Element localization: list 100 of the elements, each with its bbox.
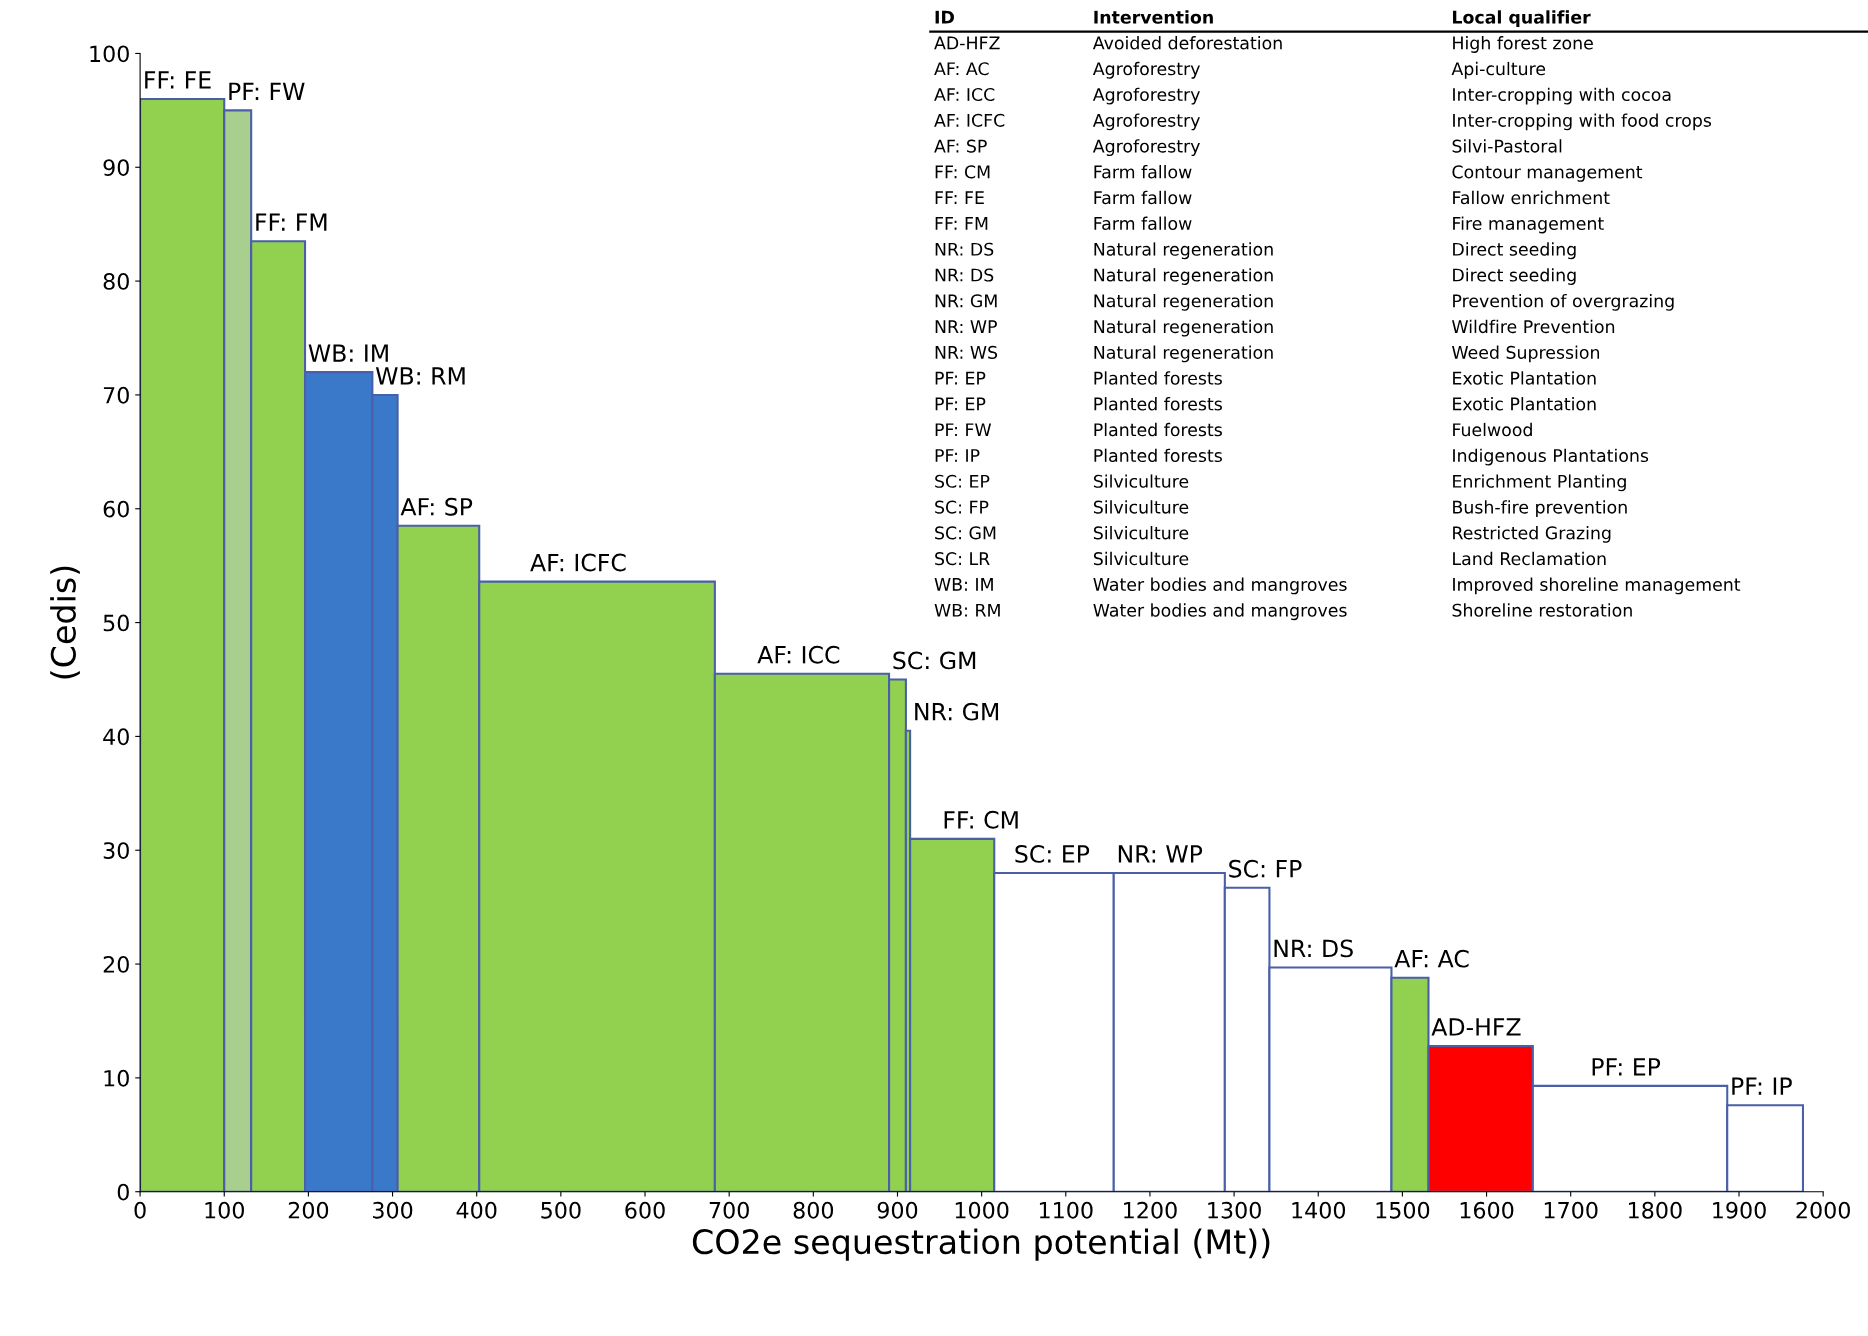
annotation: Natural regeneration [1094,345,1273,363]
y-tick-label: 20 [103,956,129,973]
annotation: Planted forests [1094,397,1222,411]
y-axis-title: (Cedis) [50,566,80,679]
y-tick-label: 60 [103,500,129,518]
x-tick-label: 1300 [1208,1201,1261,1219]
annotation: Silviculture [1093,474,1189,488]
annotation: PF: EP [1592,1058,1661,1076]
x-tick-label: 500 [541,1201,581,1219]
annotation: AF: ICC [934,87,995,102]
annotation: Weed Supression [1452,345,1600,363]
annotation: SC: EP [935,474,990,488]
annotation: SC: GM [935,526,996,540]
annotation: PF: EP [935,371,986,385]
x-tick-label: 700 [709,1201,749,1219]
text: ID [935,10,954,24]
x-tick-label: 600 [625,1201,665,1219]
annotation: SC: FP [935,500,989,514]
annotation: Farm fallow [1094,190,1192,205]
x-tick-label: 300 [373,1201,413,1219]
annotation: FF: FE [145,71,211,89]
annotation: PF: IP [1732,1077,1792,1095]
annotation: Natural regeneration [1094,319,1273,337]
annotation: SC: GM [893,651,976,670]
y-tick-label: 80 [103,273,129,290]
annotation: AD-HFZ [1431,1018,1521,1036]
x-tick-label: 0 [134,1201,146,1219]
x-tick-label: 1000 [955,1201,1009,1219]
annotation: PF: FW [935,423,992,437]
annotation: Fire management [1453,216,1604,234]
annotation: AF: AC [1394,949,1469,968]
annotation: Indigenous Plantations [1453,448,1649,466]
x-tick-label: 400 [456,1201,497,1219]
annotation: NR: DS [935,268,994,282]
annotation: Silviculture [1093,500,1189,514]
annotation: Restricted Grazing [1453,526,1611,543]
annotation: Agroforestry [1092,113,1200,131]
x-tick-label: 1200 [1124,1201,1177,1219]
annotation: Agroforestry [1092,139,1200,157]
annotation: PF: FW [229,82,305,100]
text: High forest zone [1453,36,1593,53]
x-tick-label: 200 [288,1201,329,1219]
annotation: Improved shoreline management [1453,577,1741,595]
annotation: Bush-fire prevention [1453,500,1627,518]
x-tick-label: 1600 [1460,1201,1514,1219]
annotation: Silviculture [1093,526,1189,540]
annotation: Farm fallow [1094,165,1192,179]
annotation: AF: SP [400,497,473,516]
annotation: AF: AC [934,62,989,76]
annotation: NR: DS [935,242,994,256]
annotation: Silviculture [1093,551,1189,566]
x-tick-label: 1700 [1544,1201,1598,1219]
annotation: Inter-cropping with cocoa [1453,87,1671,105]
annotation: SC: LR [935,552,990,566]
annotation: WB: IM [934,578,993,591]
x-tick-label: 1900 [1713,1201,1766,1219]
annotation: NR: GM [935,294,997,308]
x-tick-label: 1400 [1292,1201,1346,1219]
annotation: Planted forests [1094,371,1222,385]
annotation: Direct seeding [1453,268,1576,285]
annotation: Fallow enrichment [1453,190,1610,205]
x-tick-label: 1800 [1629,1201,1682,1219]
annotation: FF: CM [944,810,1018,829]
x-tick-label: 100 [205,1201,244,1219]
annotation: Water bodies and mangroves [1093,577,1347,595]
annotation: Wildfire Prevention [1452,319,1615,334]
y-tick-label: 50 [103,614,129,632]
annotation: SC: FP [1229,859,1302,878]
y-tick-label: 0 [117,1183,129,1201]
annotation: Silvi-Pastoral [1452,139,1562,153]
y-tick-label: 40 [103,728,129,746]
annotation: Shoreline restoration [1452,603,1632,617]
annotation: Land Reclamation [1453,551,1606,566]
annotation: Natural regeneration [1094,242,1273,260]
annotation: Agroforestry [1092,87,1200,105]
annotation: NR: WP [1118,845,1203,863]
annotation: Exotic Plantation [1453,397,1596,411]
annotation: PF: IP [935,449,980,462]
annotation: NR: WP [935,320,997,333]
annotation: Farm fallow [1094,216,1192,231]
annotation: Api-culture [1451,61,1546,79]
annotation: Enrichment Planting [1453,474,1626,492]
annotation: Natural regeneration [1094,293,1273,311]
annotation: AF: ICFC [530,553,626,572]
annotation: SC: EP [1015,845,1090,863]
annotation: FF: FE [935,191,984,204]
annotation: NR: WS [935,345,998,359]
annotation: Planted forests [1094,422,1222,437]
y-tick-label: 90 [103,159,129,177]
text: Local qualifier [1453,10,1591,28]
annotation: Direct seeding [1453,242,1576,260]
annotation: WB: RM [375,367,465,385]
text: AD-HFZ [934,36,1000,50]
annotation: AF: ICC [757,645,840,664]
annotation: Fuelwood [1453,422,1532,437]
annotation: NR: GM [915,702,999,721]
y-tick-label: 10 [104,1069,129,1087]
text: Avoided deforestation [1092,36,1282,50]
x-axis-title: CO2e sequestration potential (Mt)) [692,1228,1270,1261]
x-tick-label: 900 [877,1201,918,1219]
